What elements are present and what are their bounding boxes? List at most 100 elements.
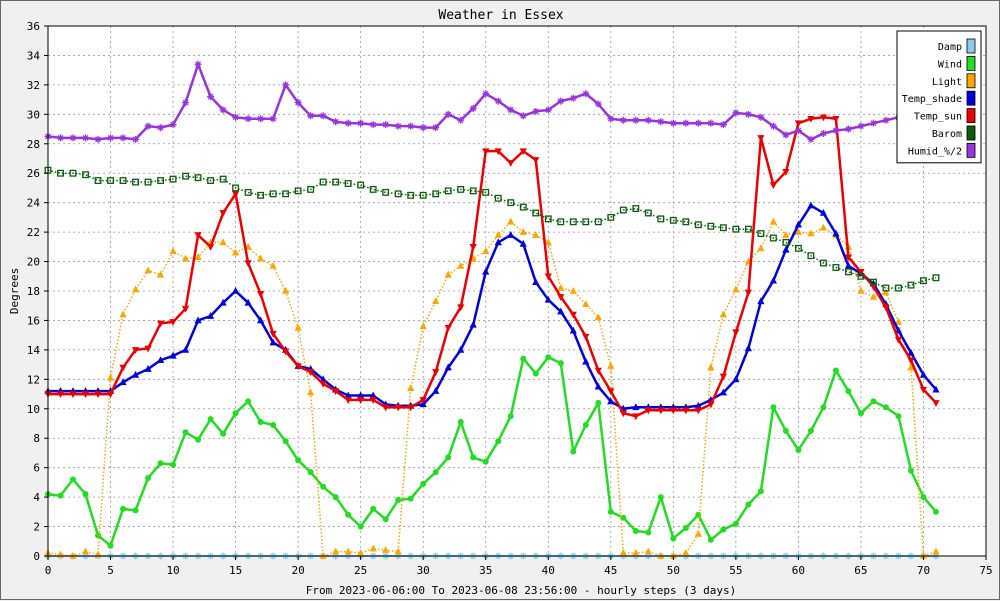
- barom-point: [644, 209, 652, 217]
- temp-shade-point: [544, 295, 552, 303]
- legend-swatch-damp: [966, 38, 976, 54]
- humid-2-point: [682, 119, 690, 127]
- barom-point: [882, 284, 890, 292]
- temp-sun-point: [582, 333, 590, 341]
- temp-sun-point: [694, 407, 702, 415]
- temp-sun-point: [232, 191, 240, 198]
- temp-sun-point: [932, 400, 940, 407]
- temp-sun-point: [344, 397, 352, 404]
- wind-point: [645, 529, 652, 536]
- barom-point: [657, 215, 665, 223]
- barom-point: [782, 238, 790, 246]
- barom-point: [419, 191, 427, 199]
- wind-point: [82, 491, 89, 498]
- temp-sun-point: [557, 294, 565, 301]
- light-point: [144, 266, 152, 274]
- wind-point: [795, 447, 802, 453]
- light-point: [419, 322, 427, 330]
- series-layer: [44, 60, 940, 560]
- light-point: [131, 285, 140, 293]
- light-point: [357, 549, 365, 556]
- y-tick-label: 20: [27, 256, 40, 269]
- wind-point: [95, 532, 102, 539]
- series-temp-sun: [44, 114, 940, 421]
- light-point: [557, 284, 565, 291]
- light-point: [682, 549, 690, 556]
- light-point: [544, 238, 552, 246]
- temp-sun-point: [469, 244, 477, 251]
- barom-point: [607, 213, 615, 221]
- temp-sun-point: [632, 413, 640, 421]
- humid-2-point: [807, 135, 815, 143]
- wind-point: [520, 355, 527, 362]
- humid-2-point: [769, 122, 777, 130]
- humid-2-point: [182, 99, 190, 107]
- barom-point: [807, 252, 815, 260]
- light-point: [219, 238, 227, 246]
- wind-point: [245, 398, 252, 405]
- barom-point: [319, 178, 327, 186]
- barom-point: [94, 177, 102, 185]
- temp-sun-point: [769, 182, 777, 189]
- wind-point: [270, 421, 277, 428]
- temp-shade-point: [719, 388, 727, 396]
- light-point: [232, 248, 240, 256]
- light-point: [444, 270, 452, 278]
- barom-point: [157, 177, 165, 185]
- light-point: [882, 288, 890, 296]
- humid-2-point: [107, 134, 115, 142]
- barom-point: [369, 185, 377, 193]
- x-tick-label: 0: [45, 564, 52, 577]
- temp-sun-point: [457, 304, 465, 312]
- x-tick-label: 50: [667, 564, 680, 577]
- chart-title: Weather in Essex: [438, 8, 563, 23]
- wind-point: [657, 494, 664, 501]
- barom-point: [194, 174, 202, 182]
- barom-point: [382, 188, 390, 196]
- barom-point: [357, 181, 365, 189]
- light-point: [807, 229, 815, 237]
- wind-point: [870, 398, 877, 405]
- y-tick-label: 4: [33, 491, 40, 504]
- wind-point: [320, 483, 327, 490]
- temp-sun-point: [319, 380, 327, 388]
- humid-2-point: [819, 129, 827, 137]
- x-tick-label: 75: [979, 564, 992, 577]
- temp-shade-point: [807, 201, 815, 209]
- wind-point: [220, 430, 227, 437]
- temp-sun-point: [919, 386, 928, 394]
- legend-label-damp: Damp: [938, 42, 962, 53]
- light-point: [894, 317, 903, 325]
- temp-sun-point: [181, 305, 190, 313]
- light-point: [332, 547, 340, 555]
- wind-point: [820, 404, 827, 411]
- wind-point: [132, 507, 139, 514]
- temp-sun-point: [382, 404, 390, 412]
- temp-sun-point: [131, 347, 140, 354]
- barom-point: [69, 169, 77, 177]
- temp-shade-point: [244, 298, 252, 306]
- temp-shade-point: [432, 387, 440, 394]
- humid-2-point: [394, 122, 402, 130]
- wind-point: [457, 419, 464, 426]
- humid-2-point: [669, 119, 677, 127]
- light-point: [857, 287, 865, 294]
- wind-point: [757, 488, 764, 495]
- wind-point: [770, 404, 777, 411]
- y-tick-label: 26: [27, 167, 40, 180]
- wind-point: [307, 469, 314, 476]
- wind-point: [507, 413, 514, 420]
- temp-sun-point: [269, 330, 277, 338]
- light-point: [694, 529, 702, 537]
- humid-2-point: [457, 116, 465, 124]
- wind-point: [182, 429, 189, 436]
- legend-label-light: Light: [932, 77, 962, 88]
- x-tick-label: 30: [417, 564, 430, 577]
- barom-point: [332, 178, 340, 186]
- light-point: [282, 287, 290, 294]
- humid-2-point: [557, 97, 565, 105]
- temp-sun-point: [682, 407, 690, 415]
- wind-point: [445, 454, 452, 461]
- wind-point: [232, 410, 239, 417]
- temp-sun-point: [707, 401, 715, 409]
